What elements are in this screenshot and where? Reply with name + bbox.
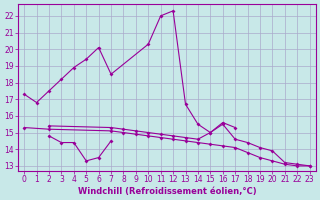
X-axis label: Windchill (Refroidissement éolien,°C): Windchill (Refroidissement éolien,°C) xyxy=(77,187,256,196)
